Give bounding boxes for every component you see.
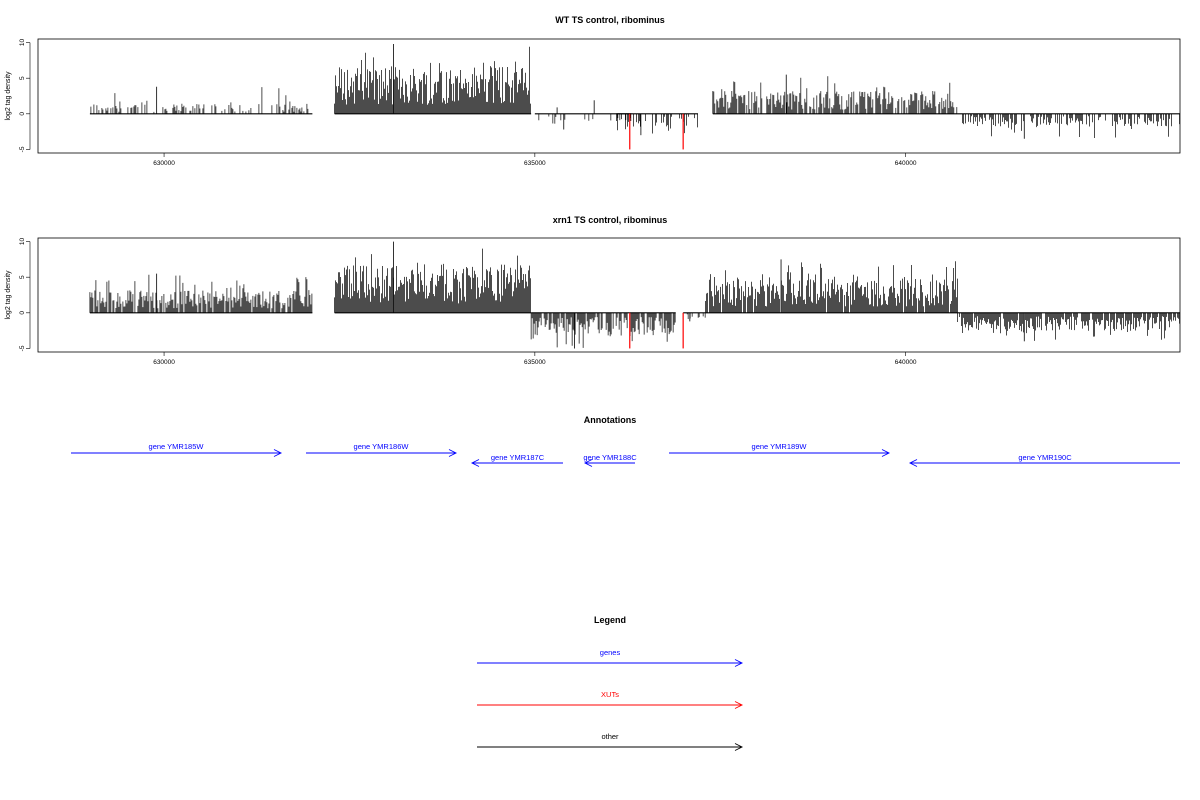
- gene-arrow-head: [908, 459, 918, 467]
- gene-arrow-head: [273, 449, 283, 457]
- xrn1-track-panel: xrn1 TS control, ribominus log2 tag dens…: [5, 215, 1181, 366]
- gene-label: gene YMR190C: [1018, 453, 1072, 462]
- gene-label: gene YMR188C: [583, 453, 637, 462]
- xrn1-track-title: xrn1 TS control, ribominus: [553, 215, 668, 225]
- gene-label: gene YMR187C: [491, 453, 545, 462]
- wt-track-title: WT TS control, ribominus: [555, 15, 665, 25]
- gene-label: gene YMR185W: [149, 442, 205, 451]
- legend-item-other: other: [477, 732, 744, 751]
- wt-y-tick-label: 0: [19, 112, 26, 116]
- gene-arrow-head: [448, 449, 458, 457]
- wt-x-tick-label: 630000: [153, 160, 175, 167]
- legend-arrow-head: [734, 659, 744, 667]
- legend-label: genes: [600, 648, 621, 657]
- wt-y-tick-label: 10: [19, 39, 26, 47]
- wt-x-tick-label: 635000: [524, 160, 546, 167]
- legend-panel: Legend genes XUTs other: [477, 615, 744, 751]
- xrn1-plot-frame: [37, 237, 1181, 353]
- xrn1-x-tick-label: 630000: [153, 359, 175, 366]
- wt-x-axis: 630000 635000 640000: [153, 153, 917, 167]
- gene-arrow-gene-ymr187c: gene YMR187C: [470, 453, 563, 467]
- wt-y-axis-label: log2 tag density: [5, 71, 12, 121]
- gene-arrow-gene-ymr188c: gene YMR188C: [583, 453, 637, 467]
- wt-y-axis: -5 0 5 10: [19, 39, 31, 152]
- legend-arrow-head: [734, 743, 744, 751]
- legend-item-genes: genes: [477, 648, 744, 667]
- xrn1-bars: [89, 241, 1180, 349]
- xrn1-y-tick-label: 5: [19, 275, 26, 279]
- legend-title: Legend: [594, 615, 626, 625]
- xrn1-x-axis: 630000 635000 640000: [153, 352, 917, 366]
- legend-label: other: [601, 732, 619, 741]
- legend-arrow-head: [734, 701, 744, 709]
- gene-label: gene YMR189W: [752, 442, 808, 451]
- xrn1-y-axis-label: log2 tag density: [5, 270, 12, 320]
- wt-bars: [89, 43, 1180, 150]
- legend-item-xuts: XUTs: [477, 690, 744, 709]
- annotations-title: Annotations: [584, 415, 637, 425]
- wt-x-tick-label: 640000: [895, 160, 917, 167]
- gene-arrow-gene-ymr190c: gene YMR190C: [908, 453, 1180, 467]
- xrn1-y-axis: -5 0 5 10: [19, 238, 31, 351]
- gene-arrow-head: [470, 459, 480, 467]
- xrn1-y-tick-label: 0: [19, 311, 26, 315]
- xrn1-y-tick-label: -5: [19, 345, 26, 351]
- xrn1-x-tick-label: 635000: [524, 359, 546, 366]
- legend-items: genes XUTs other: [477, 648, 744, 751]
- xrn1-y-tick-label: 10: [19, 238, 26, 246]
- gene-label: gene YMR186W: [354, 442, 410, 451]
- gene-arrow-head: [583, 459, 593, 467]
- gene-arrows: gene YMR185W gene YMR186W gene YMR187C gene…: [71, 442, 1180, 467]
- legend-label: XUTs: [601, 690, 619, 699]
- gene-arrow-gene-ymr186w: gene YMR186W: [306, 442, 458, 457]
- xrn1-x-tick-label: 640000: [895, 359, 917, 366]
- wt-y-tick-label: 5: [19, 76, 26, 80]
- wt-y-tick-label: -5: [19, 146, 26, 152]
- gene-arrow-gene-ymr189w: gene YMR189W: [669, 442, 891, 457]
- gene-arrow-head: [881, 449, 891, 457]
- wt-plot-frame: [37, 38, 1181, 154]
- gene-arrow-gene-ymr185w: gene YMR185W: [71, 442, 283, 457]
- annotations-panel: Annotations gene YMR185W gene YMR186Wgene…: [71, 415, 1180, 467]
- wt-track-panel: WT TS control, ribominus log2 tag densit…: [5, 15, 1181, 167]
